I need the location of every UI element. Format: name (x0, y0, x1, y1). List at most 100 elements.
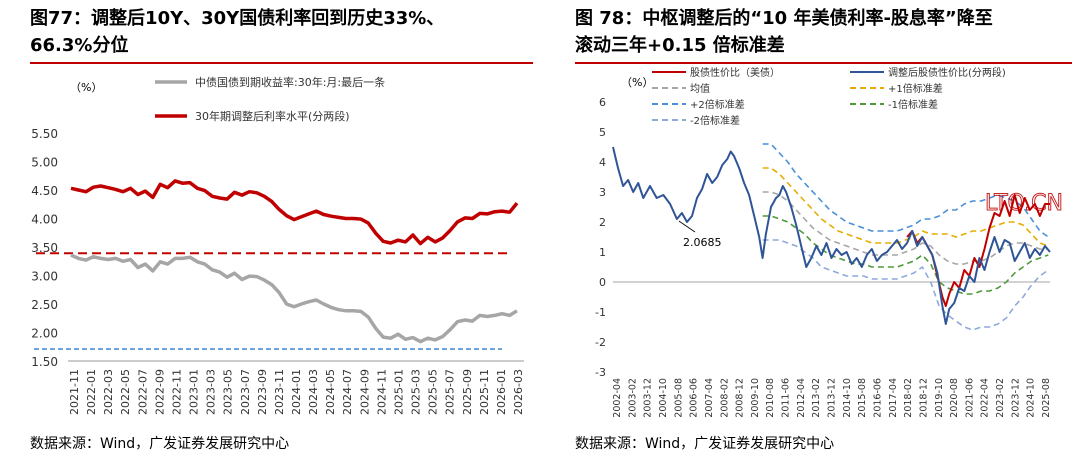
right-x-tick-label: 2020-08 (949, 378, 960, 418)
left-x-tick-label: 2025-05 (427, 369, 440, 415)
right-x-tick-label: 2005-08 (673, 378, 684, 418)
right-title-line1: 图 78：中枢调整后的“10 年美债利率-股息率”降至 (575, 8, 993, 29)
left-y-tick-label: 5.50 (31, 127, 58, 141)
left-chart: （%） 1.50 2.00 2.50 3.00 3.50 4.00 4.50 5.00 5.50 2… (31, 75, 525, 415)
left-source-note: 数据来源：Wind，广发证券发展研究中心 (30, 436, 290, 452)
left-y-tick-label: 2.00 (31, 327, 58, 341)
right-x-tick-label: 2011-06 (781, 378, 792, 418)
left-y-tick-label: 3.00 (31, 270, 58, 284)
left-x-tick-label: 2022-09 (153, 369, 166, 415)
left-series-red (70, 179, 519, 246)
left-x-tick-label: 2025-01 (392, 369, 405, 415)
right-legend-label: +1倍标准差 (888, 82, 943, 95)
right-x-tick-label: 2010-08 (765, 378, 776, 418)
right-y-tick-label: 6 (599, 96, 606, 109)
right-x-tick-label: 2012-04 (796, 378, 807, 418)
right-annotation-leader (678, 220, 696, 233)
right-x-tick-label: 2022-04 (980, 378, 991, 418)
right-legend-label: 调整后股债性价比(分两段) (888, 66, 1006, 79)
right-x-tick-label: 2023-12 (1010, 378, 1021, 418)
right-x-tick-label: 2008-02 (719, 378, 730, 418)
right-x-tick-label: 2021-06 (964, 378, 975, 418)
left-x-tick-label: 2024-07 (341, 369, 354, 415)
right-x-tick-label: 2004-10 (658, 378, 669, 418)
left-y-tick-label: 3.50 (31, 241, 58, 255)
right-chart: （%） -3 -2 -1 0 1 2 3 4 5 6 2002-04 2003-02 2003-12 200… (595, 66, 1063, 418)
right-x-tick-label: 2018-02 (903, 378, 914, 418)
right-y-unit: （%） (621, 76, 653, 89)
left-x-tick-label: 2022-05 (119, 369, 132, 415)
left-title-line1: 图77：调整后10Y、30Y国债利率回到历史33%、 (30, 8, 445, 29)
right-title-line2: 滚动三年+0.15 倍标准差 (575, 35, 785, 56)
right-y-tick-label: 3 (599, 186, 606, 199)
left-legend-label: 30年期调整后利率水平(分两段) (195, 109, 350, 123)
left-x-tick-label: 2025-09 (461, 369, 474, 415)
left-x-tick-label: 2022-01 (85, 369, 98, 415)
right-x-tick-label: 2006-06 (689, 378, 700, 418)
left-x-tick-label: 2022-03 (102, 369, 115, 415)
left-x-tick-label: 2026-01 (495, 369, 508, 415)
right-x-tick-label: 2002-04 (612, 378, 623, 418)
left-title-line2: 66.3%分位 (30, 35, 129, 56)
right-legend-label: -1倍标准差 (888, 98, 938, 111)
right-legend-label: +2倍标准差 (690, 98, 745, 111)
right-legend-label: -2倍标准差 (690, 114, 740, 127)
right-x-tick-label: 2018-12 (918, 378, 929, 418)
right-x-tick-label: 2009-10 (750, 378, 761, 418)
right-panel: 图 78：中枢调整后的“10 年美债利率-股息率”降至 滚动三年+0.15 倍标… (545, 0, 1080, 457)
right-x-tick-label: 2008-12 (735, 378, 746, 418)
left-x-tick-label: 2024-11 (375, 369, 388, 415)
right-annotation-label: 2.0685 (683, 236, 722, 249)
right-source-note: 数据来源：Wind，广发证券发展研究中心 (575, 436, 835, 452)
right-x-tick-label: 2014-10 (842, 378, 853, 418)
right-x-tick-label: 2013-02 (811, 378, 822, 418)
right-y-tick-label: -3 (595, 366, 606, 379)
left-x-tick-label: 2023-11 (273, 369, 286, 415)
left-x-tick-label: 2022-07 (136, 369, 149, 415)
left-series-gray (70, 253, 518, 344)
right-y-tick-label: 0 (599, 276, 606, 289)
right-x-tick-label: 2003-02 (627, 378, 638, 418)
right-x-tick-label: 2003-12 (643, 378, 654, 418)
left-x-tick-label: 2024-05 (324, 369, 337, 415)
right-y-tick-label: 5 (599, 126, 606, 139)
right-x-tick-label: 2017-04 (888, 378, 899, 418)
right-watermark: LTO.CN (985, 191, 1063, 216)
left-y-tick-label: 5.00 (31, 156, 58, 170)
left-x-tick-label: 2025-07 (444, 369, 457, 415)
right-y-tick-label: -2 (595, 336, 606, 349)
left-panel: 图77：调整后10Y、30Y国债利率回到历史33%、 66.3%分位 （%） 1.… (30, 8, 533, 452)
right-title-rule (575, 62, 1072, 64)
left-x-tick-label: 2025-03 (410, 369, 423, 415)
right-x-tick-label: 2019-10 (934, 378, 945, 418)
right-y-tick-label: 2 (599, 216, 606, 229)
right-series-minus2sd (762, 239, 1049, 331)
right-x-tick-label: 2015-08 (857, 378, 868, 418)
left-y-tick-label: 4.50 (31, 184, 58, 198)
right-legend-label: 均值 (690, 82, 710, 95)
left-x-tick-label: 2023-01 (188, 369, 201, 415)
left-y-tick-label: 4.00 (31, 213, 58, 227)
left-x-tick-label: 2026-03 (512, 369, 525, 415)
left-x-tick-label: 2024-09 (358, 369, 371, 415)
left-y-tick-label: 2.50 (31, 298, 58, 312)
left-x-tick-label: 2024-01 (290, 369, 303, 415)
right-x-tick-label: 2007-04 (704, 378, 715, 418)
left-x-tick-label: 2025-11 (478, 369, 491, 415)
left-legend-label: 中债国债到期收益率:30年:月:最后一条 (195, 75, 385, 89)
right-legend-label: 股债性价比（美债） (690, 66, 780, 79)
right-series-minus1sd (762, 215, 1049, 295)
right-series-plus1sd (762, 167, 1049, 247)
right-x-tick-label: 2013-12 (827, 378, 838, 418)
right-x-tick-label: 2023-02 (995, 378, 1006, 418)
right-x-tick-label: 2025-08 (1041, 378, 1052, 418)
left-x-tick-label: 2023-07 (239, 369, 252, 415)
right-y-tick-label: -1 (595, 306, 606, 319)
left-y-tick-label: 1.50 (31, 355, 58, 369)
left-title-rule (30, 62, 533, 64)
left-x-tick-label: 2023-03 (205, 369, 218, 415)
left-x-tick-label: 2024-03 (307, 369, 320, 415)
right-y-tick-label: 1 (599, 246, 606, 259)
left-x-tick-label: 2023-05 (222, 369, 235, 415)
left-x-tick-label: 2022-11 (170, 369, 183, 415)
